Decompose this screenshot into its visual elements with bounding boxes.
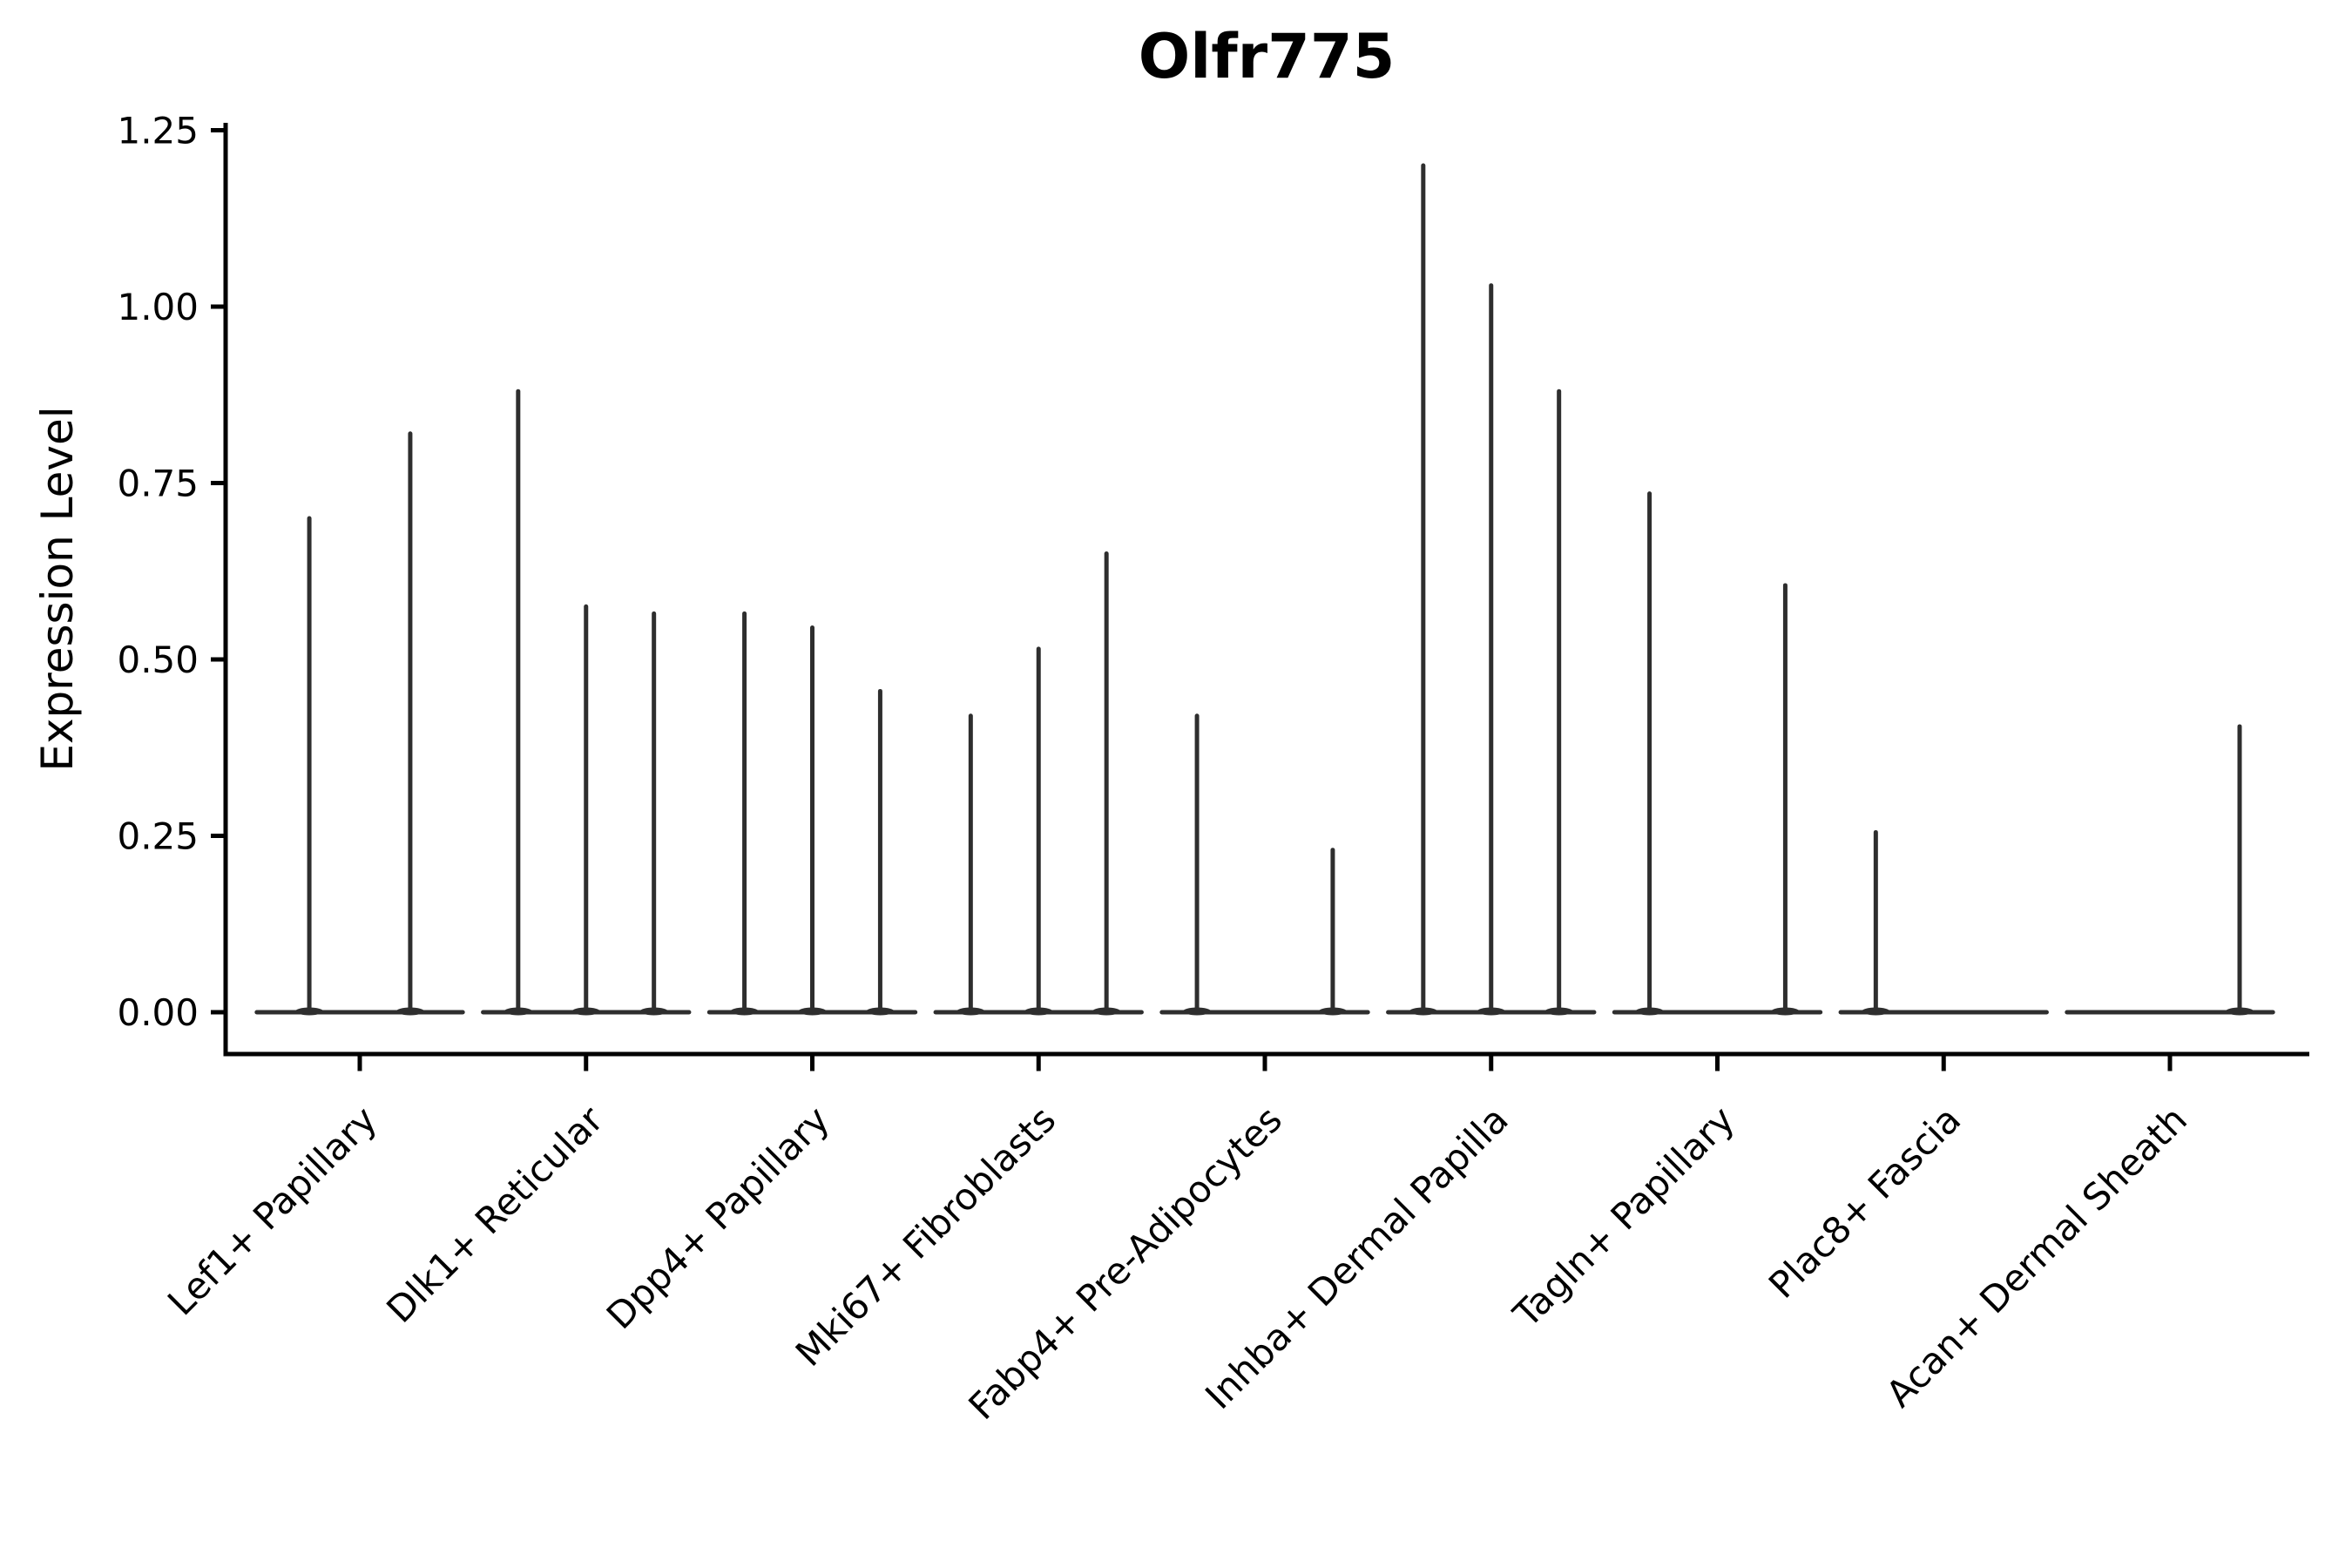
y-tick-label: 0.25: [117, 815, 199, 858]
x-tick-label: Lef1+ Papillary: [159, 1098, 385, 1323]
y-tick-label: 0.75: [117, 463, 199, 505]
chart-title: Olfr775: [1138, 21, 1396, 92]
y-tick-label: 1.00: [117, 286, 199, 328]
x-tick-label: Mki67+ Fibroblasts: [787, 1098, 1064, 1374]
x-tick-label: Dpp4+ Papillary: [598, 1098, 838, 1337]
x-tick-label: Tagln+ Papillary: [1504, 1098, 1742, 1335]
y-tick-label: 0.50: [117, 639, 199, 681]
x-tick-label: Dlk1+ Reticular: [378, 1098, 612, 1331]
x-tick-label: Plac8+ Fascia: [1761, 1098, 1969, 1306]
y-tick-label: 1.25: [117, 110, 199, 152]
y-tick-label: 0.00: [117, 991, 199, 1034]
